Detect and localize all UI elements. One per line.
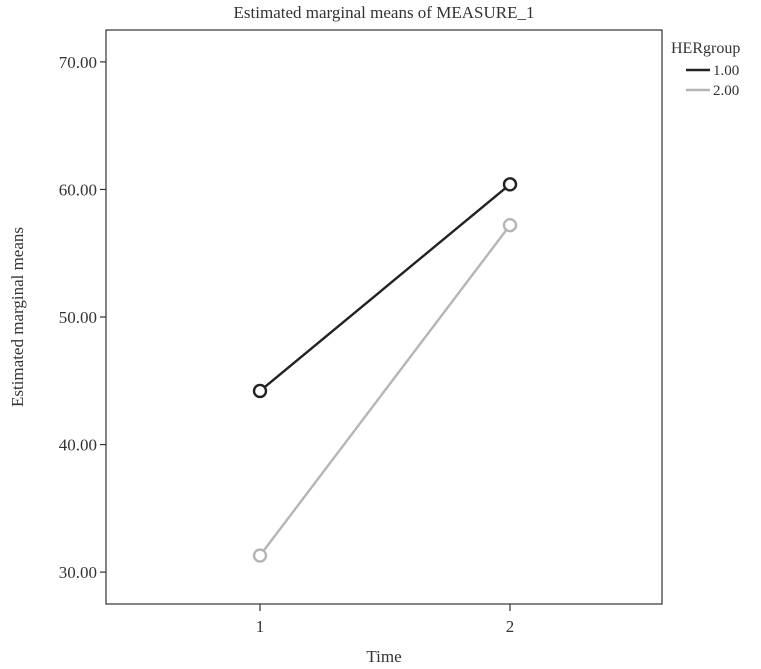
y-axis: 30.00 40.00 50.00 60.00 70.00 (59, 53, 106, 582)
x-axis-label: Time (366, 647, 401, 666)
data-point (252, 383, 268, 399)
legend-title: HERgroup (671, 40, 740, 57)
y-tick-label: 40.00 (59, 436, 97, 455)
data-point (252, 548, 268, 563)
data-point (502, 217, 518, 233)
y-tick-label: 70.00 (59, 53, 97, 72)
series-layer (252, 177, 518, 563)
x-tick-label: 1 (256, 617, 265, 636)
series-2 (252, 217, 518, 563)
legend: HERgroup 1.00 2.00 (671, 40, 740, 99)
y-axis-label: Estimated marginal means (8, 227, 27, 407)
chart-title: Estimated marginal means of MEASURE_1 (234, 3, 535, 22)
legend-label: 2.00 (713, 83, 739, 99)
y-tick-label: 50.00 (59, 308, 97, 327)
series-line (259, 183, 511, 392)
series-1 (252, 177, 518, 399)
plot-area (105, 29, 663, 605)
y-tick-label: 60.00 (59, 180, 97, 199)
y-tick-label: 30.00 (59, 563, 97, 582)
data-point (502, 177, 518, 192)
series-line (259, 224, 511, 557)
legend-label: 1.00 (713, 63, 739, 79)
x-tick-label: 2 (506, 617, 515, 636)
